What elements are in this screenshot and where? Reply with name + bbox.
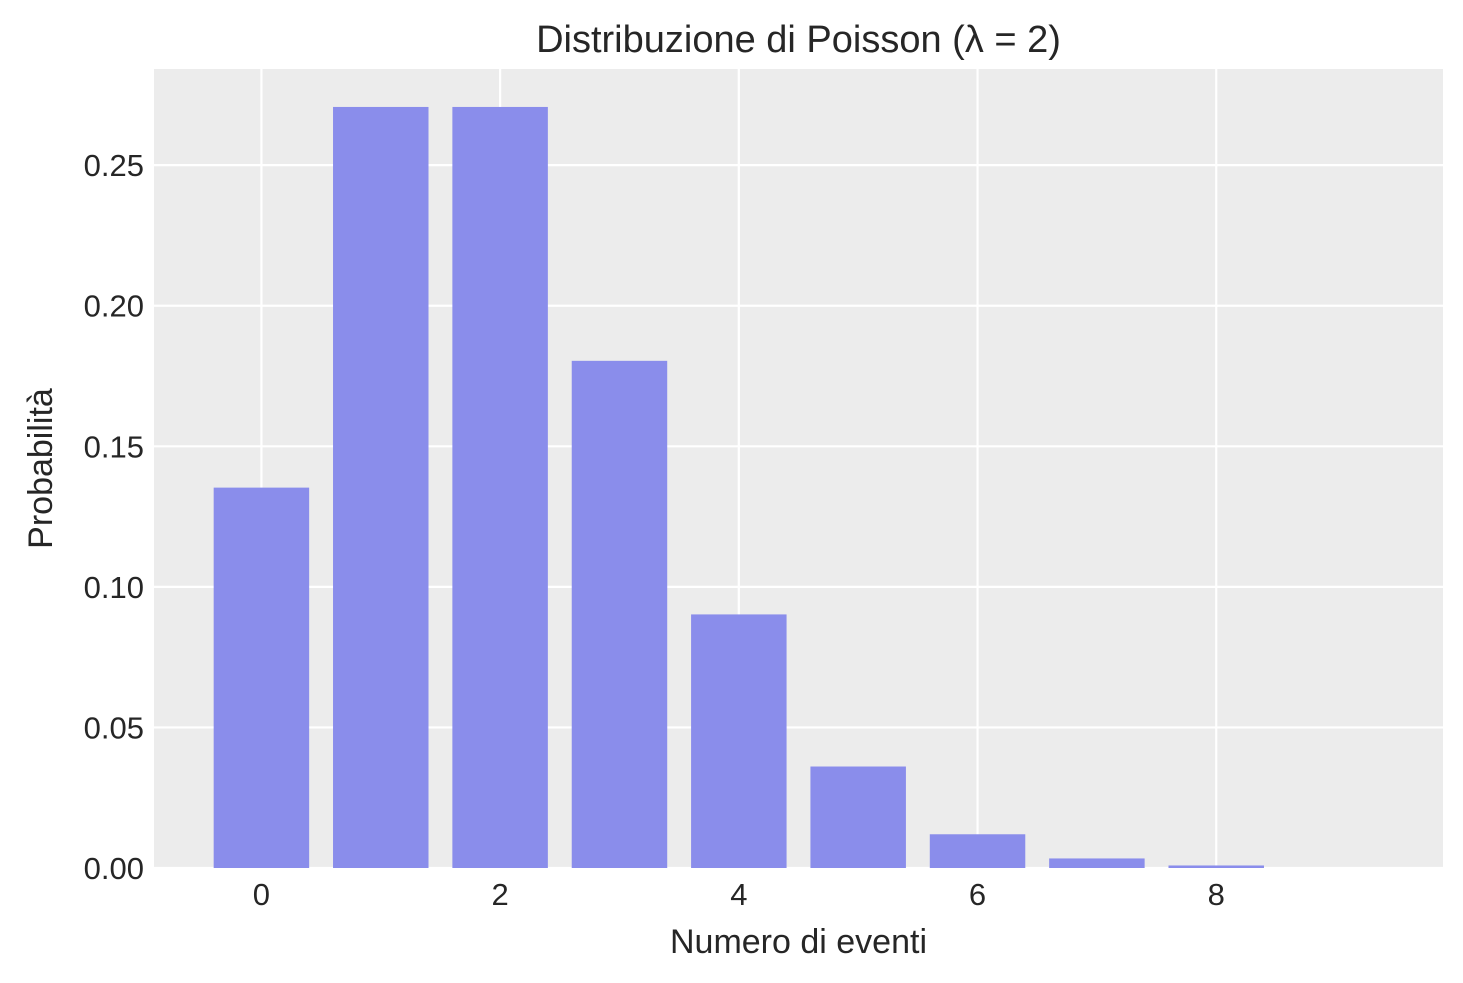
bar-1 (333, 106, 429, 868)
bars (213, 106, 1264, 868)
bar-3 (571, 360, 668, 868)
bar-2 (452, 106, 548, 868)
bar-4 (691, 614, 787, 868)
y-tick-labels: 0.00 0.05 0.10 0.15 0.20 0.25 (84, 148, 144, 886)
x-tick-label: 8 (1208, 877, 1225, 912)
y-tick-label: 0.15 (84, 429, 144, 464)
y-tick-label: 0.25 (84, 148, 144, 183)
bar-6 (929, 834, 1026, 868)
x-tick-labels: 0 2 4 6 8 (253, 877, 1225, 912)
x-tick-label: 0 (253, 877, 270, 912)
bar-0 (213, 487, 310, 868)
y-tick-label: 0.10 (84, 570, 144, 605)
bar-7 (1049, 858, 1145, 868)
y-tick-label: 0.05 (84, 710, 144, 745)
bar-5 (810, 766, 906, 868)
x-tick-label: 4 (730, 877, 747, 912)
bar-8 (1168, 865, 1264, 868)
y-axis-label: Probabilità (22, 388, 60, 549)
y-tick-label: 0.20 (84, 289, 144, 324)
y-tick-label: 0.00 (84, 851, 144, 886)
x-axis-label: Numero di eventi (670, 923, 927, 961)
x-tick-label: 2 (491, 877, 508, 912)
x-tick-label: 6 (969, 877, 986, 912)
chart-title: Distribuzione di Poisson (λ = 2) (536, 19, 1061, 61)
